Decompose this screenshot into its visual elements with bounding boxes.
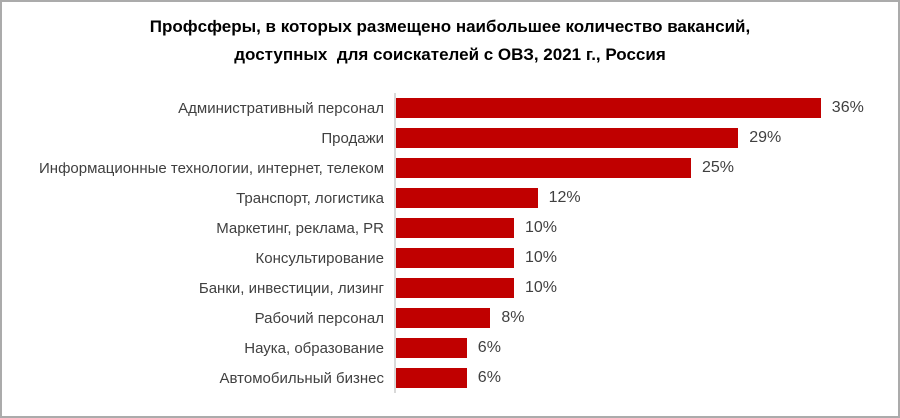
plot-area: 12%	[394, 183, 898, 213]
plot-area: 10%	[394, 243, 898, 273]
bar-row: Продажи 29%	[2, 123, 898, 153]
category-label: Наука, образование	[244, 339, 384, 357]
value-label: 12%	[548, 189, 581, 206]
value-label: 10%	[525, 279, 558, 296]
chart-title-line-1: Профсферы, в которых размещено наибольше…	[149, 17, 751, 36]
bar-row: Автомобильный бизнес 6%	[2, 363, 898, 393]
bar-row: Информационные технологии, интернет, тел…	[2, 153, 898, 183]
bar-row: Транспорт, логистика 12%	[2, 183, 898, 213]
bar	[396, 338, 467, 358]
bar	[396, 278, 514, 298]
category-label: Транспорт, логистика	[236, 189, 384, 207]
category-label: Рабочий персонал	[254, 309, 384, 327]
value-label: 8%	[501, 309, 525, 326]
bar	[396, 368, 467, 388]
value-label: 6%	[477, 369, 501, 386]
value-label: 10%	[525, 249, 558, 266]
chart-title: Профсферы, в которых размещено наибольше…	[2, 13, 898, 69]
category-label: Банки, инвестиции, лизинг	[198, 279, 384, 297]
value-label: 36%	[831, 99, 864, 116]
bar	[396, 158, 691, 178]
plot-area: 25%	[394, 153, 898, 183]
bar-row: Маркетинг, реклама, PR 10%	[2, 213, 898, 243]
category-label: Автомобильный бизнес	[219, 369, 384, 387]
plot-area: 10%	[394, 273, 898, 303]
plot-area: 8%	[394, 303, 898, 333]
bar-row: Административный персонал 36%	[2, 93, 898, 123]
category-label: Консультирование	[255, 249, 384, 267]
value-label: 25%	[702, 159, 735, 176]
bar	[396, 128, 739, 148]
plot-area: 6%	[394, 363, 898, 393]
plot-area: 6%	[394, 333, 898, 363]
category-label: Маркетинг, реклама, PR	[216, 219, 384, 237]
category-label: Продажи	[321, 129, 384, 147]
bar	[396, 248, 514, 268]
bar	[396, 308, 491, 328]
bar	[396, 98, 821, 118]
chart-title-line-2: доступных для соискателей с ОВЗ, 2021 г.…	[234, 45, 666, 64]
plot-area: 10%	[394, 213, 898, 243]
value-label: 29%	[749, 129, 782, 146]
category-label: Информационные технологии, интернет, тел…	[39, 159, 384, 177]
plot-area: 36%	[394, 93, 898, 123]
category-label: Административный персонал	[178, 99, 384, 117]
plot-area: 29%	[394, 123, 898, 153]
bar-row: Консультирование 10%	[2, 243, 898, 273]
value-label: 6%	[477, 339, 501, 356]
value-label: 10%	[525, 219, 558, 236]
bar-rows: Административный персонал 36% Продажи 29…	[2, 93, 898, 393]
bar	[396, 218, 514, 238]
bar-row: Банки, инвестиции, лизинг 10%	[2, 273, 898, 303]
bar-row: Рабочий персонал 8%	[2, 303, 898, 333]
bar	[396, 188, 538, 208]
bar-row: Наука, образование 6%	[2, 333, 898, 363]
